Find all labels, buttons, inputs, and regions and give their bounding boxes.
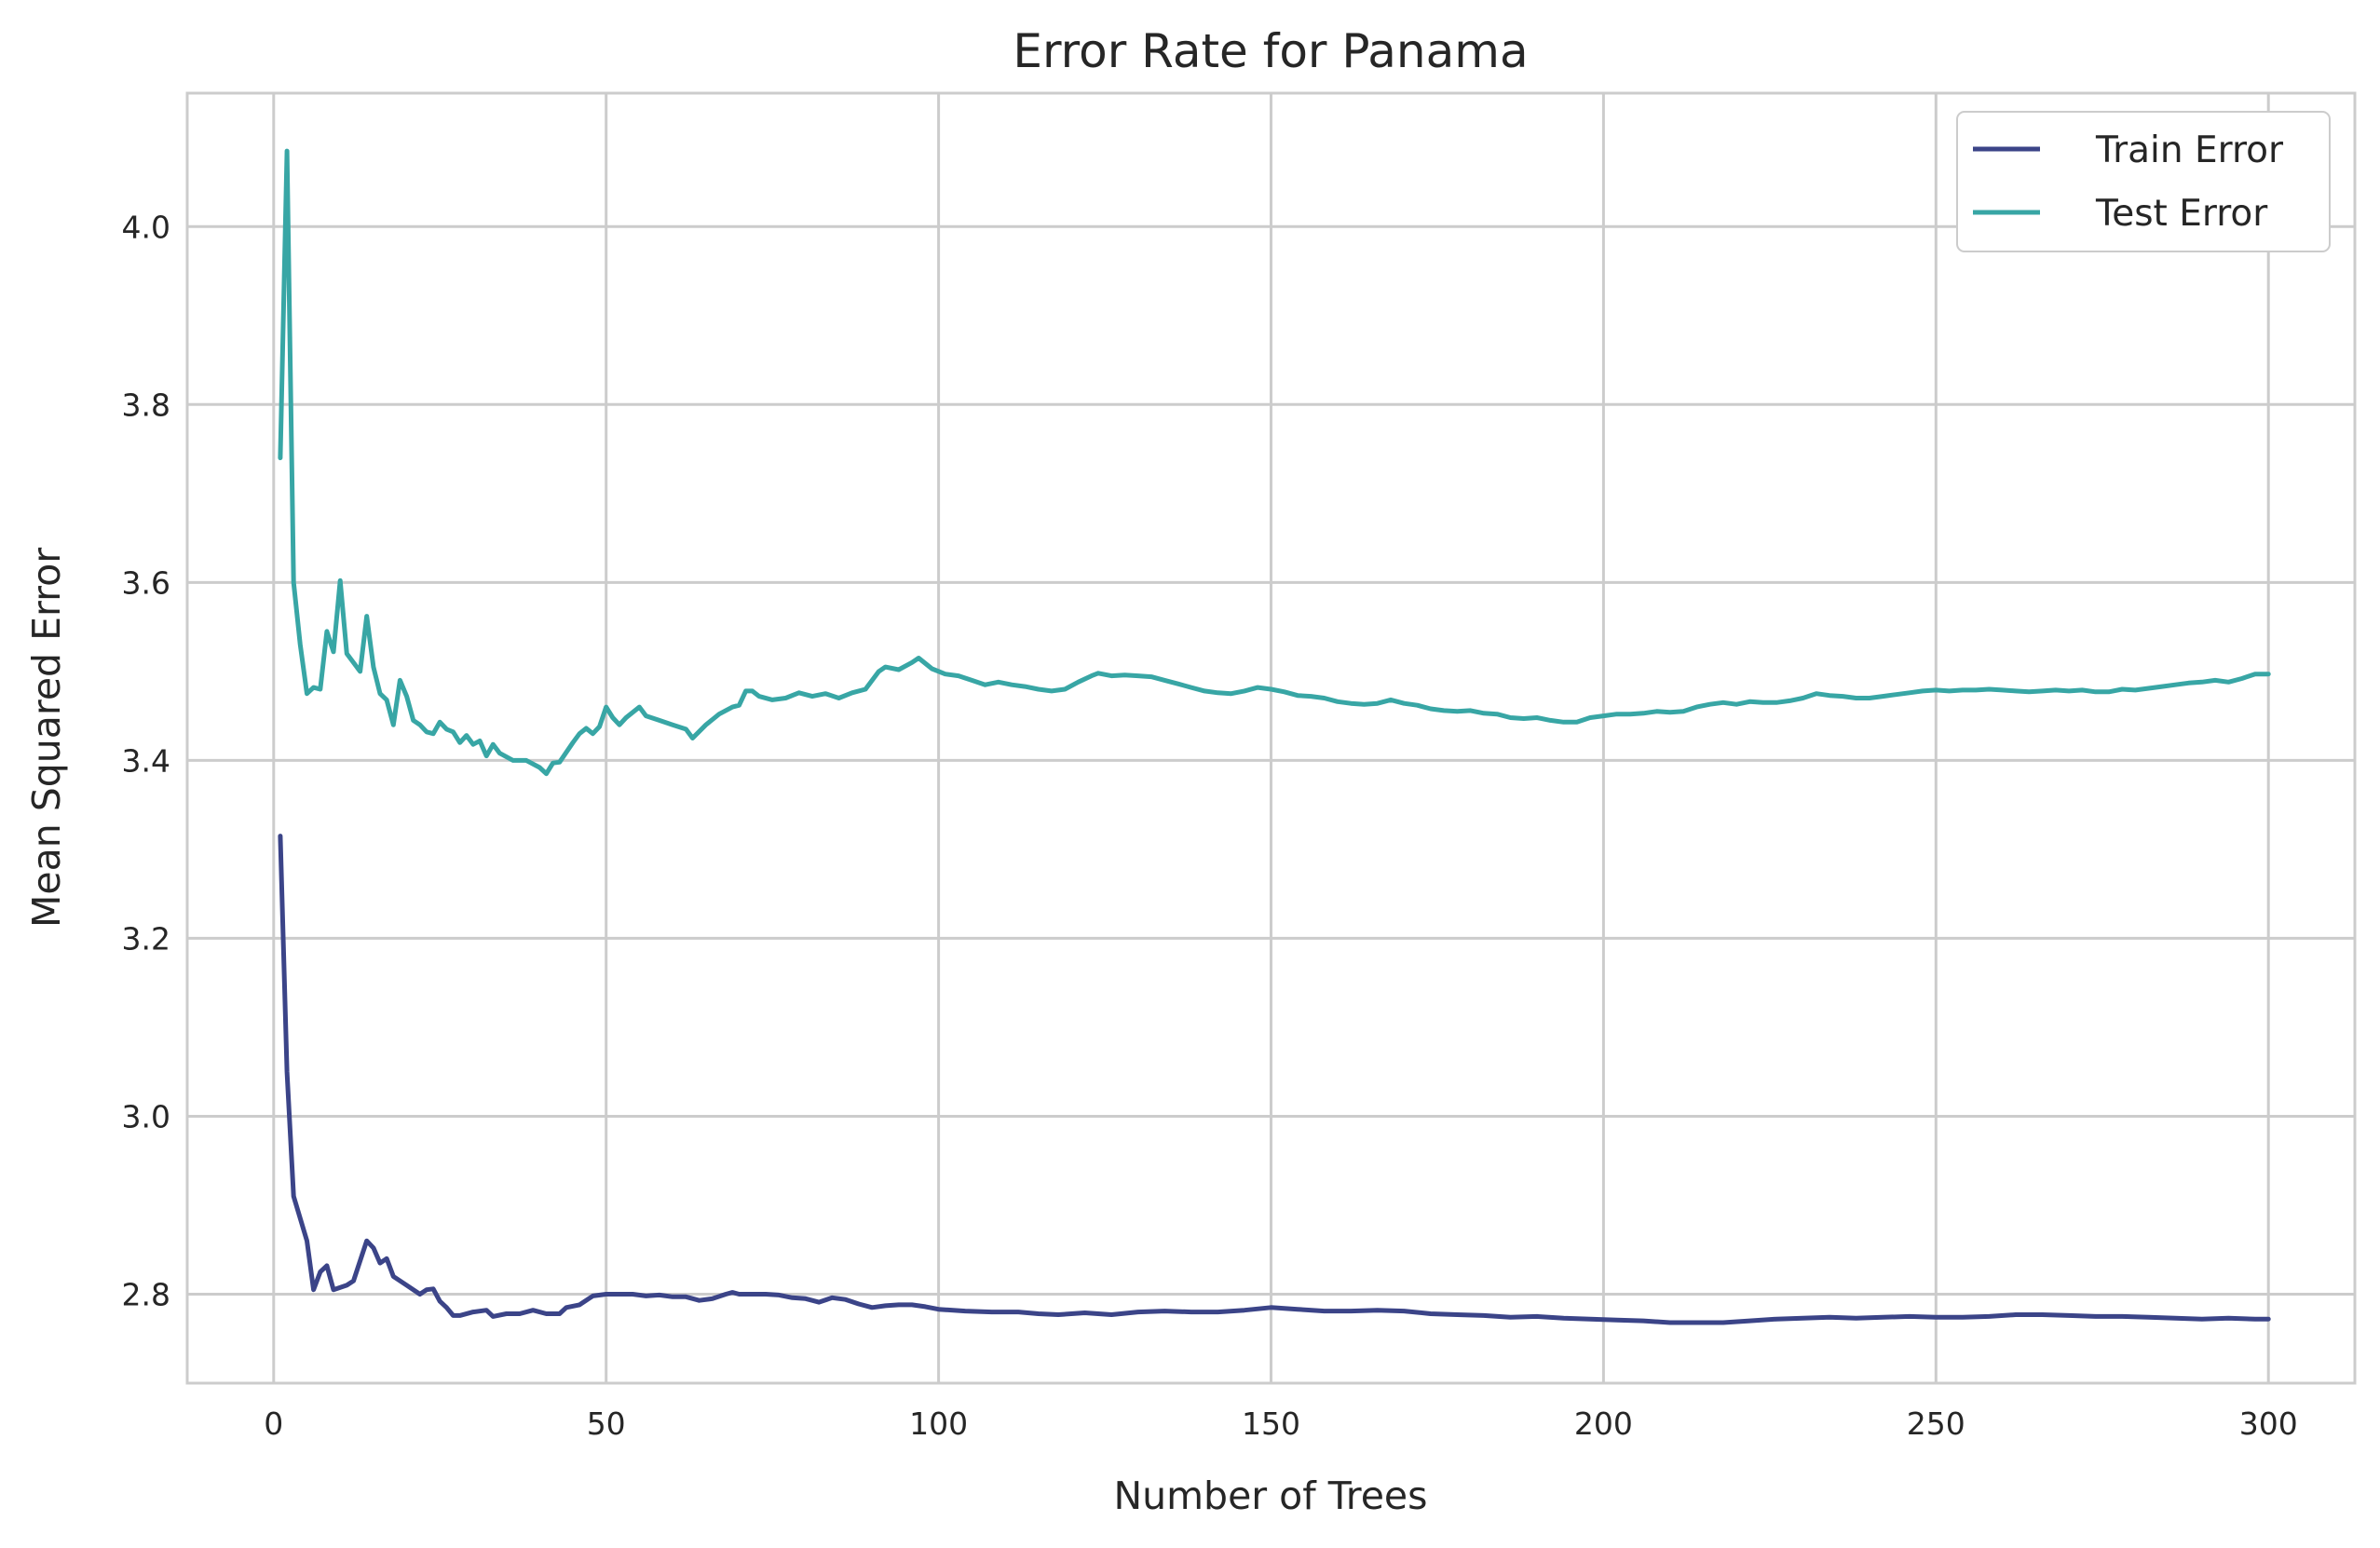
y-tick-label: 3.4	[122, 742, 170, 779]
chart-title: Error Rate for Panama	[1013, 24, 1528, 78]
y-tick-label: 3.2	[122, 920, 170, 957]
train-error-line	[278, 834, 2271, 1325]
y-tick-label: 3.0	[122, 1098, 170, 1134]
legend-label-train-error: Train Error	[2095, 129, 2284, 171]
x-tick-label: 200	[1574, 1405, 1633, 1442]
y-tick-label: 3.8	[122, 387, 170, 423]
x-tick-label: 150	[1242, 1405, 1300, 1442]
legend-box	[1956, 111, 2331, 252]
x-tick-label: 100	[909, 1405, 968, 1442]
legend: Train Error Test Error	[1956, 111, 2331, 252]
y-tick-label: 4.0	[122, 209, 170, 245]
x-tick-label: 250	[1907, 1405, 1965, 1442]
x-tick-label: 300	[2239, 1405, 2298, 1442]
y-tick-label: 2.8	[122, 1276, 170, 1312]
legend-label-test-error: Test Error	[2095, 193, 2268, 235]
y-axis-title: Mean Squared Error	[24, 548, 69, 928]
x-tick-label: 50	[587, 1405, 626, 1442]
y-tick-label: 3.6	[122, 564, 170, 601]
ticks: 0 50 100 150 200 250 300 2.8 3.0 3.2 3.4 3.6 3.8 4.0	[122, 209, 2298, 1442]
x-axis-title: Number of Trees	[1113, 1473, 1427, 1518]
plot-frame	[185, 91, 2357, 1385]
grid	[187, 93, 2355, 1383]
x-tick-label: 0	[264, 1405, 283, 1442]
series-layer	[278, 148, 2271, 1325]
test-error-line	[278, 148, 2271, 777]
